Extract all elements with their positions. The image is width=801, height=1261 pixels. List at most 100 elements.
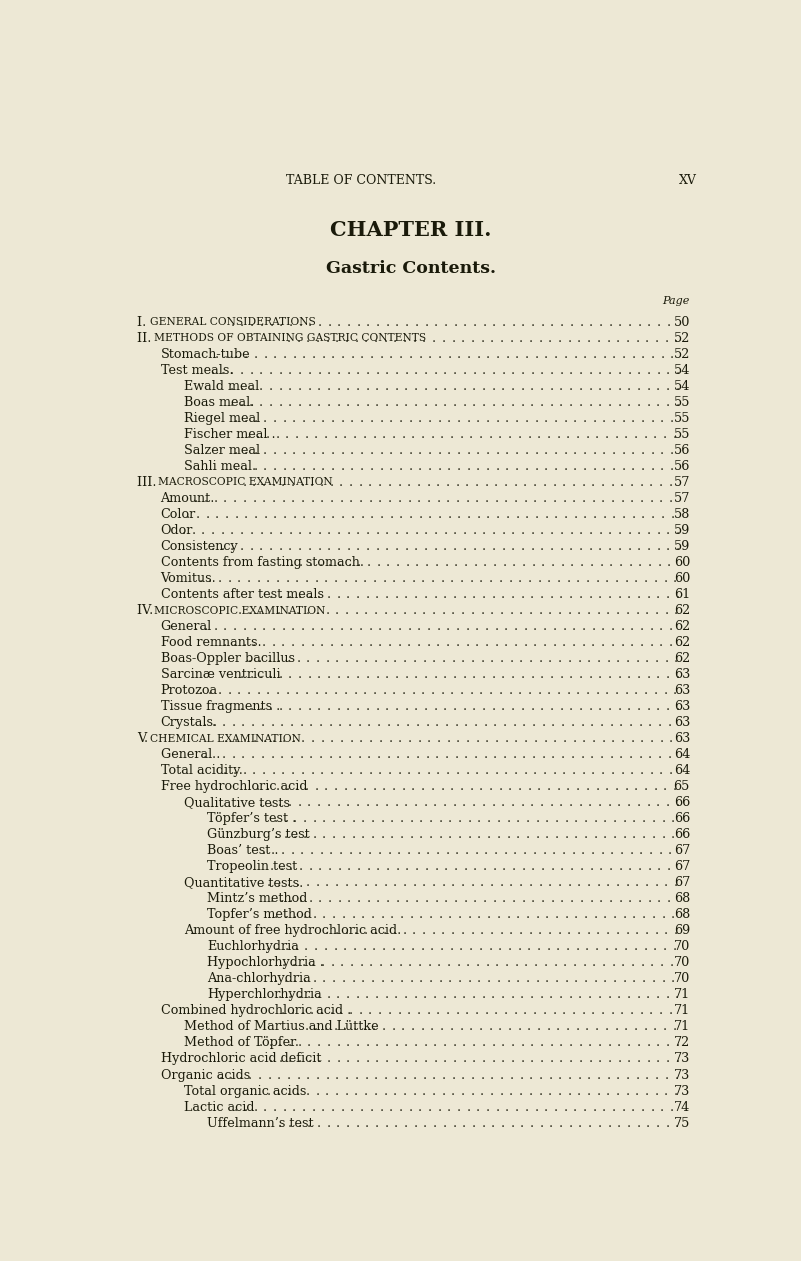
Text: .: .	[621, 492, 625, 504]
Text: .: .	[378, 636, 382, 649]
Text: .: .	[244, 508, 248, 521]
Text: .: .	[540, 588, 544, 601]
Text: .: .	[353, 781, 357, 793]
Text: .: .	[364, 652, 368, 665]
Text: .: .	[529, 924, 533, 937]
Text: .: .	[479, 685, 483, 697]
Text: .: .	[446, 492, 450, 504]
Text: .: .	[465, 1005, 469, 1018]
Text: .: .	[656, 540, 661, 554]
Text: .: .	[485, 1005, 489, 1018]
Text: .: .	[285, 941, 289, 953]
Text: .: .	[441, 876, 445, 889]
Text: .: .	[284, 972, 288, 985]
Text: .: .	[453, 588, 457, 601]
Text: .: .	[378, 764, 382, 777]
Text: .: .	[494, 845, 498, 857]
Text: .: .	[525, 908, 529, 922]
Text: .: .	[411, 781, 416, 793]
Text: .: .	[534, 412, 538, 425]
Text: .: .	[335, 924, 339, 937]
Text: .: .	[569, 700, 574, 714]
Text: .: .	[335, 1084, 339, 1097]
Text: .: .	[373, 924, 377, 937]
Text: .: .	[267, 1084, 272, 1097]
Text: .: .	[666, 700, 670, 714]
Text: .: .	[356, 1037, 360, 1049]
Text: .: .	[403, 876, 407, 889]
Text: .: .	[464, 716, 468, 729]
Text: .: .	[574, 348, 578, 361]
Text: .: .	[278, 1037, 282, 1049]
Text: .: .	[350, 460, 354, 473]
Text: .: .	[578, 588, 583, 601]
Text: .: .	[618, 556, 623, 569]
Text: .: .	[317, 380, 321, 393]
Text: .: .	[356, 860, 361, 874]
Text: .: .	[366, 315, 370, 329]
Text: .: .	[418, 444, 422, 456]
Text: 64: 64	[674, 748, 690, 762]
Text: .: .	[422, 924, 426, 937]
Text: .: .	[618, 860, 622, 874]
Text: .: .	[578, 989, 582, 1001]
Text: .: .	[340, 764, 344, 777]
Text: .: .	[654, 652, 659, 665]
Text: Odor: Odor	[160, 525, 193, 537]
Text: .: .	[555, 812, 559, 825]
Text: .: .	[461, 1084, 465, 1097]
Text: .: .	[266, 685, 270, 697]
Text: .: .	[570, 525, 574, 537]
Text: .: .	[650, 733, 654, 745]
Text: .: .	[405, 556, 409, 569]
Text: .: .	[250, 315, 254, 329]
Text: .: .	[259, 668, 264, 681]
Text: .: .	[548, 652, 553, 665]
Text: .: .	[660, 412, 664, 425]
Text: .: .	[322, 828, 326, 841]
Text: .: .	[357, 716, 361, 729]
Text: .: .	[659, 733, 664, 745]
Text: .: .	[548, 604, 552, 617]
Text: .: .	[433, 364, 437, 377]
Text: .: .	[656, 668, 660, 681]
Text: .: .	[591, 620, 595, 633]
Text: .: .	[661, 348, 665, 361]
Text: .: .	[325, 1068, 330, 1082]
Text: .: .	[280, 748, 284, 762]
Text: .: .	[577, 876, 582, 889]
Text: .: .	[227, 685, 231, 697]
Text: .: .	[541, 556, 545, 569]
Text: .: .	[433, 396, 437, 409]
Text: .: .	[348, 556, 352, 569]
Text: .: .	[262, 764, 266, 777]
Text: .: .	[598, 700, 602, 714]
Text: .: .	[428, 412, 432, 425]
Text: .: .	[558, 652, 562, 665]
Text: .: .	[473, 748, 478, 762]
Text: .: .	[493, 556, 497, 569]
Text: .: .	[668, 845, 672, 857]
Text: .: .	[405, 315, 409, 329]
Text: .: .	[309, 716, 313, 729]
Text: .: .	[548, 876, 552, 889]
Text: .: .	[671, 812, 675, 825]
Text: .: .	[385, 540, 389, 554]
Text: .: .	[481, 588, 486, 601]
Text: .: .	[268, 796, 272, 810]
Text: .: .	[586, 941, 590, 953]
Text: .: .	[605, 1020, 609, 1034]
Text: .: .	[344, 685, 348, 697]
Text: .: .	[419, 908, 423, 922]
Text: .: .	[346, 1053, 350, 1066]
Text: .: .	[270, 893, 274, 905]
Text: .: .	[537, 427, 541, 441]
Text: .: .	[460, 572, 464, 585]
Text: .: .	[264, 348, 268, 361]
Text: .: .	[588, 588, 593, 601]
Text: .: .	[389, 508, 393, 521]
Text: .: .	[453, 989, 457, 1001]
Text: .: .	[256, 685, 260, 697]
Text: .: .	[409, 460, 413, 473]
Text: .: .	[394, 1116, 398, 1130]
